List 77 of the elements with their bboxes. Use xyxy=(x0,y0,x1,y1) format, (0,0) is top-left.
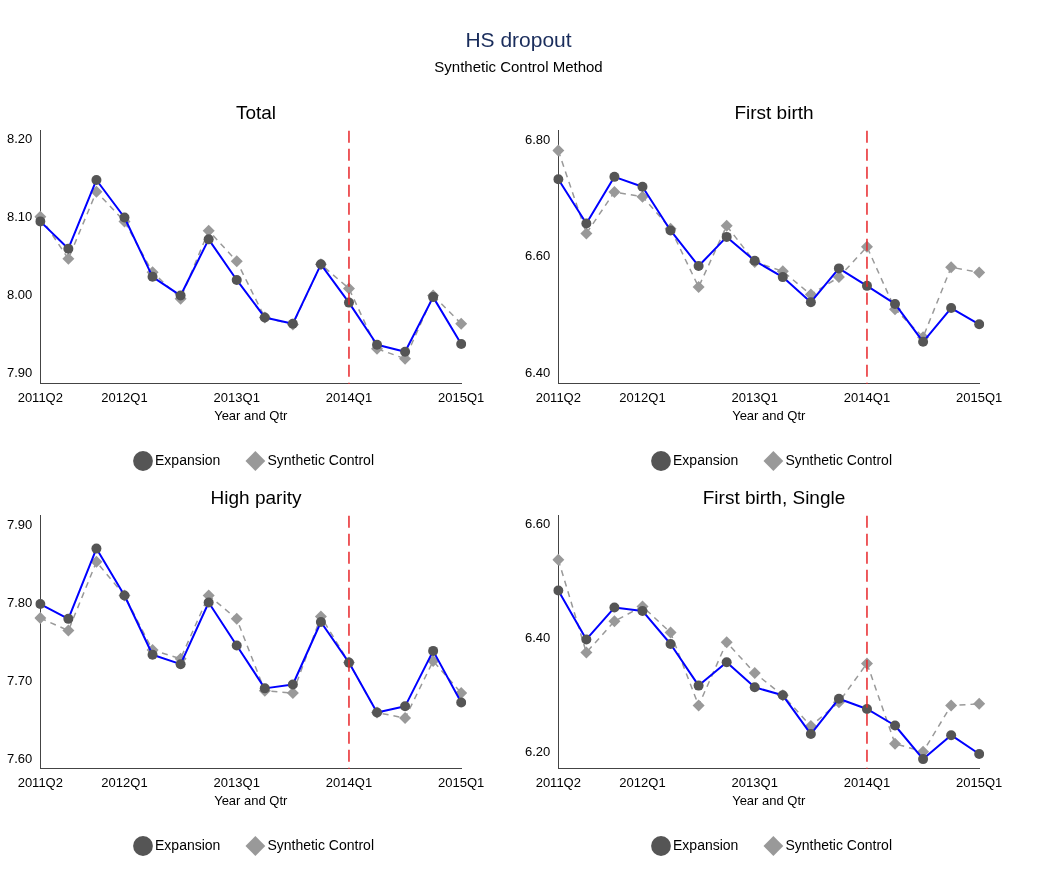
point xyxy=(230,255,243,268)
point xyxy=(230,612,243,625)
point xyxy=(973,697,986,710)
point xyxy=(945,261,958,274)
x-tick-label: 2011Q2 xyxy=(535,390,581,406)
x-tick-label: 2012Q1 xyxy=(619,390,666,406)
chart-title: High parity xyxy=(210,486,302,508)
point xyxy=(34,612,47,625)
legend-label: Synthetic Control xyxy=(267,451,374,468)
point xyxy=(608,186,621,199)
point xyxy=(399,712,412,725)
point xyxy=(62,252,75,265)
y-tick-label: 8.00 xyxy=(6,287,33,303)
chart-title: Total xyxy=(235,101,277,123)
point xyxy=(552,553,565,566)
x-tick-label: 2015Q1 xyxy=(956,390,1003,406)
x-tick-label: 2014Q1 xyxy=(325,390,373,406)
x-tick-label: 2011Q2 xyxy=(17,390,63,406)
point xyxy=(748,667,761,680)
y-tick-label: 8.10 xyxy=(6,209,33,225)
point xyxy=(580,646,593,659)
point xyxy=(455,317,468,330)
y-tick-label: 7.80 xyxy=(6,594,33,610)
x-tick-label: 2015Q1 xyxy=(438,775,485,791)
legend-label: Synthetic Control xyxy=(267,836,374,853)
point xyxy=(889,737,902,750)
chart-title: First birth xyxy=(734,101,814,123)
y-tick-label: 7.60 xyxy=(6,751,33,767)
x-tick-label: 2014Q1 xyxy=(325,775,373,791)
x-tick-label: 2014Q1 xyxy=(843,390,891,406)
y-tick-label: 6.20 xyxy=(524,743,551,759)
point xyxy=(720,219,733,232)
x-tick-label: 2012Q1 xyxy=(101,775,148,791)
point xyxy=(636,190,649,203)
x-tick-label: 2012Q1 xyxy=(101,390,148,406)
y-tick-label: 7.70 xyxy=(6,672,33,688)
point xyxy=(692,699,705,712)
x-axis-title: Year and Qtr xyxy=(732,407,807,423)
chart-title: First birth, Single xyxy=(702,486,846,508)
point xyxy=(720,636,733,649)
point xyxy=(664,626,677,639)
legend-label: Expansion xyxy=(155,451,221,468)
point xyxy=(608,615,621,628)
y-tick-label: 7.90 xyxy=(6,365,33,381)
x-tick-label: 2013Q1 xyxy=(731,775,778,791)
x-tick-label: 2012Q1 xyxy=(619,775,666,791)
y-tick-label: 6.40 xyxy=(524,629,551,645)
x-tick-label: 2013Q1 xyxy=(731,390,778,406)
point xyxy=(973,266,986,279)
text: Synthetic Control Method xyxy=(433,58,604,75)
legend-label: Synthetic Control xyxy=(785,836,892,853)
point xyxy=(945,699,958,712)
x-tick-label: 2015Q1 xyxy=(956,775,1003,791)
x-axis-title: Year and Qtr xyxy=(214,792,289,808)
x-tick-label: 2011Q2 xyxy=(17,775,63,791)
x-axis-title: Year and Qtr xyxy=(732,792,807,808)
legend-label: Expansion xyxy=(673,451,739,468)
x-axis-title: Year and Qtr xyxy=(214,407,289,423)
x-tick-label: 2014Q1 xyxy=(843,775,891,791)
x-tick-label: 2015Q1 xyxy=(438,390,485,406)
y-tick-label: 6.80 xyxy=(524,131,551,147)
x-tick-label: 2011Q2 xyxy=(535,775,581,791)
y-tick-label: 6.40 xyxy=(524,364,551,380)
y-tick-label: 6.60 xyxy=(524,248,551,264)
legend-label: Synthetic Control xyxy=(785,451,892,468)
point xyxy=(552,144,565,157)
point xyxy=(580,227,593,240)
legend-label: Expansion xyxy=(155,836,221,853)
point xyxy=(692,281,705,294)
text: HS dropout xyxy=(464,27,573,52)
y-tick-label: 7.90 xyxy=(6,516,33,532)
x-tick-label: 2013Q1 xyxy=(213,390,260,406)
y-tick-label: 6.60 xyxy=(524,515,551,531)
point xyxy=(62,624,75,637)
legend-label: Expansion xyxy=(673,836,739,853)
y-tick-label: 8.20 xyxy=(6,130,33,146)
x-tick-label: 2013Q1 xyxy=(213,775,260,791)
